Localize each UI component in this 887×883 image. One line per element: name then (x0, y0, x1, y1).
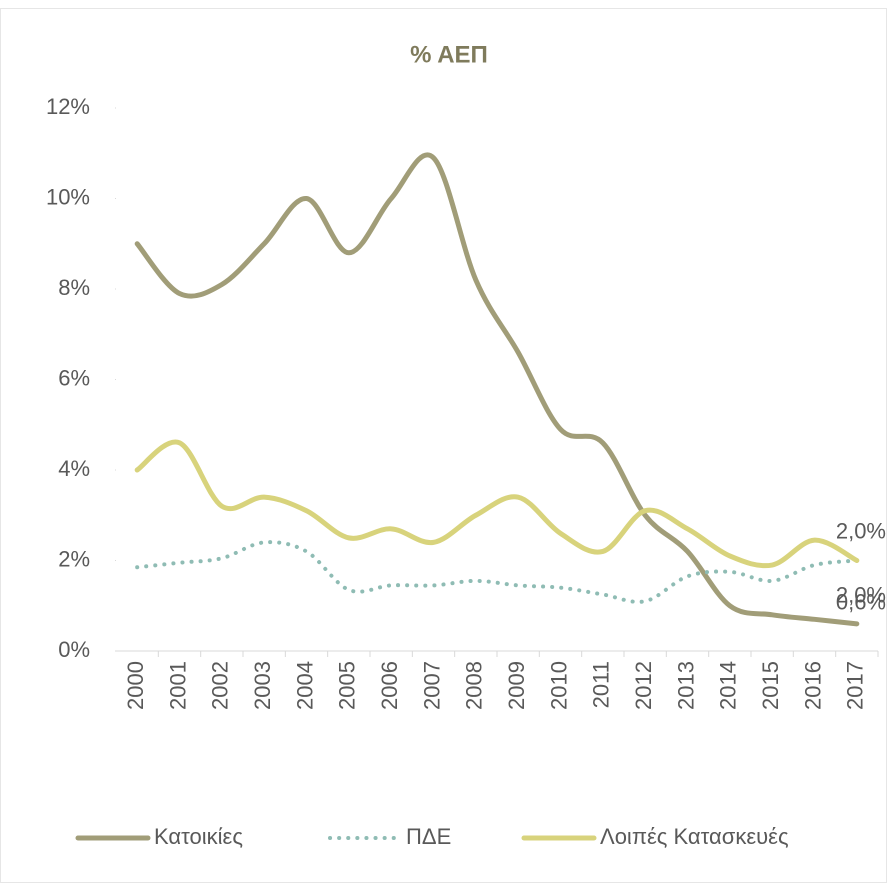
x-tick-label: 2012 (631, 661, 656, 710)
x-tick-label: 2014 (716, 661, 741, 710)
legend-label: Λοιπές Κατασκευές (600, 824, 789, 849)
x-tick-label: 2002 (208, 661, 233, 710)
x-tick-label: 2009 (504, 661, 529, 710)
y-tick-label: 8% (58, 275, 90, 300)
data-label: 2,0% (836, 582, 886, 607)
x-tick-label: 2015 (758, 661, 783, 710)
legend-label: ΠΔΕ (406, 824, 451, 849)
data-label: 0,6% (836, 590, 886, 615)
x-tick-label: 2006 (377, 661, 402, 710)
x-tick-label: 2000 (123, 661, 148, 710)
x-tick-label: 2008 (462, 661, 487, 710)
x-tick-label: 2003 (250, 661, 275, 710)
y-tick-label: 10% (46, 184, 90, 209)
x-tick-label: 2004 (292, 661, 317, 710)
x-tick-label: 2007 (419, 661, 444, 710)
legend-label: Κατοικίες (154, 824, 243, 849)
x-tick-label: 2016 (800, 661, 825, 710)
data-label: 2,0% (836, 518, 886, 543)
series-line (134, 439, 860, 569)
x-tick-label: 2001 (165, 661, 190, 710)
series-line (134, 152, 860, 627)
y-tick-label: 2% (58, 546, 90, 571)
series-line (135, 540, 859, 604)
y-tick-label: 4% (58, 456, 90, 481)
x-tick-label: 2011 (589, 661, 614, 708)
chart-frame (0, 8, 887, 883)
chart-title: % ΑΕΠ (410, 41, 488, 68)
x-tick-label: 2017 (843, 661, 868, 710)
x-tick-label: 2005 (335, 661, 360, 710)
y-tick-label: 0% (58, 637, 90, 662)
x-tick-label: 2013 (673, 661, 698, 710)
x-tick-label: 2010 (546, 661, 571, 710)
y-tick-label: 12% (46, 94, 90, 119)
y-tick-label: 6% (58, 365, 90, 390)
